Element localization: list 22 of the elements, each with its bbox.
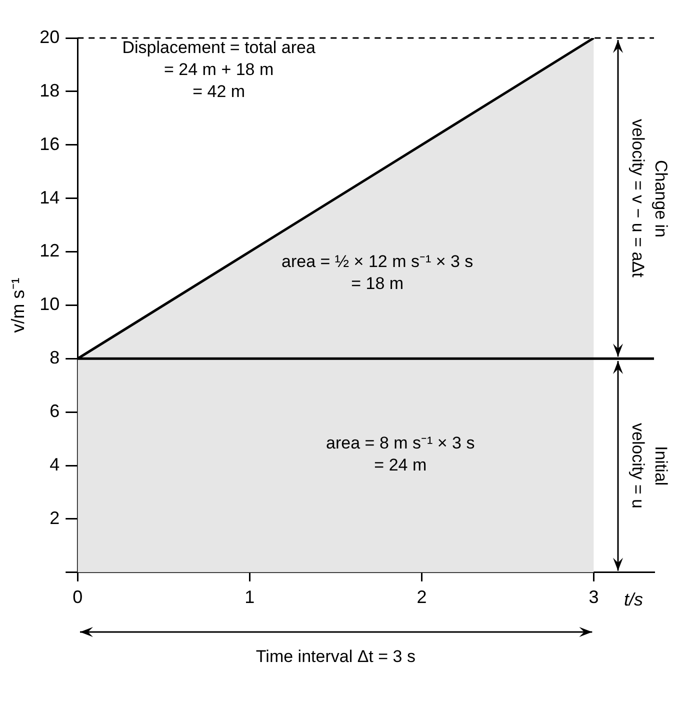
text: Time interval Δt = 3 s bbox=[254, 646, 416, 668]
x-axis-title: t/s bbox=[624, 589, 644, 610]
y-tick-label: 16 bbox=[40, 134, 60, 154]
x-tick-label: 0 bbox=[72, 587, 83, 608]
y-axis-title: v/m s⁻¹ bbox=[8, 278, 28, 333]
x-tick-label: 1 bbox=[244, 587, 255, 608]
y-tick-label: 20 bbox=[40, 26, 60, 47]
y-tick-label: 14 bbox=[40, 187, 60, 208]
y-tick-label: 4 bbox=[50, 454, 60, 474]
x-tick-label: 2 bbox=[416, 587, 427, 608]
annotation: Change in velocity = v − u = aΔt bbox=[628, 118, 672, 280]
y-tick-label: 6 bbox=[50, 401, 60, 422]
y-tick-label: 12 bbox=[40, 240, 60, 261]
y-tick-label: 10 bbox=[40, 294, 60, 314]
x-tick-label: 3 bbox=[588, 587, 599, 608]
annotation: area = ½ × 12 m s⁻¹ × 3 s = 18 m bbox=[281, 252, 474, 293]
y-tick-label: 18 bbox=[40, 80, 60, 100]
annotation: area = 8 m s⁻¹ × 3 s = 24 m bbox=[326, 434, 475, 475]
annotation: Displacement = total area = 24 m + 18 m = 42 m bbox=[122, 38, 316, 101]
y-tick-label: 2 bbox=[50, 508, 60, 528]
annotation: Initial velocity = u bbox=[628, 422, 672, 510]
y-tick-label: 8 bbox=[50, 348, 60, 368]
